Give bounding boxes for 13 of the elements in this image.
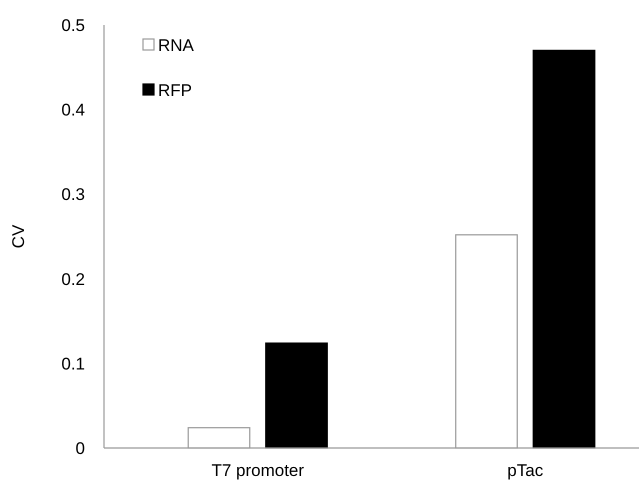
y-tick-label: 0.2 — [61, 270, 85, 289]
bar — [265, 342, 328, 449]
y-tick-label: 0.3 — [61, 185, 85, 204]
x-tick-label: pTac — [507, 461, 544, 480]
y-axis-title: CV — [9, 224, 28, 248]
y-tick-label: 0.4 — [61, 100, 85, 120]
y-tick-label: 0 — [76, 438, 85, 458]
legend-label: RNA — [158, 36, 195, 55]
bar — [532, 50, 596, 449]
legend-label: RFP — [158, 80, 192, 100]
y-tick-label: 0.1 — [61, 354, 85, 374]
x-tick-label: T7 promoter — [211, 461, 304, 480]
y-tick-label: 0.5 — [61, 16, 85, 35]
